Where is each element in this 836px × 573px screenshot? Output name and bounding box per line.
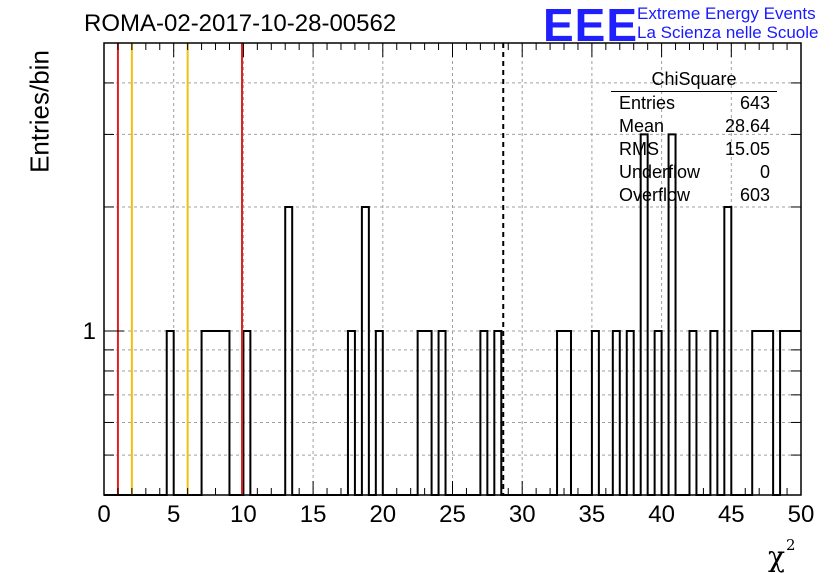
stats-label: Mean bbox=[619, 116, 665, 136]
x-tick-label: 5 bbox=[167, 501, 180, 528]
x-axis-label: χ2 bbox=[768, 536, 796, 573]
x-tick-label: 10 bbox=[230, 501, 257, 528]
x-axis-label-superscript: 2 bbox=[785, 536, 796, 554]
eee-logo: EEE bbox=[543, 0, 639, 51]
x-tick-label: 50 bbox=[788, 501, 815, 528]
x-tick-label: 20 bbox=[369, 501, 396, 528]
x-axis-label-symbol: χ bbox=[768, 540, 785, 573]
x-tick-label: 0 bbox=[97, 501, 110, 528]
stats-label: Entries bbox=[619, 93, 676, 113]
x-tick-label: 25 bbox=[439, 501, 466, 528]
x-tick-label: 40 bbox=[648, 501, 675, 528]
y-axis-label: Entries/bin bbox=[24, 50, 55, 173]
x-tick-label: 35 bbox=[579, 501, 606, 528]
stats-value: 643 bbox=[739, 93, 770, 113]
stats-box: ChiSquare Entries 643 Mean 28.64 RMS 15.05 … bbox=[611, 68, 777, 207]
stats-value: 15.05 bbox=[724, 139, 770, 159]
logo-line-2: La Scienza nelle Scuole bbox=[637, 23, 819, 42]
stats-row-rms: RMS 15.05 bbox=[611, 138, 777, 161]
stats-value: 0 bbox=[759, 162, 770, 182]
y-tick-label: 1 bbox=[83, 318, 96, 345]
stats-value: 603 bbox=[739, 185, 770, 205]
logo-line-1: Extreme Energy Events bbox=[637, 4, 816, 23]
stats-value: 28.64 bbox=[724, 116, 770, 136]
chart-title: ROMA-02-2017-10-28-00562 bbox=[84, 10, 397, 37]
x-tick-label: 30 bbox=[509, 501, 536, 528]
stats-row-overflow: Overflow 603 bbox=[611, 184, 777, 207]
stats-label: Overflow bbox=[619, 185, 691, 205]
stats-row-mean: Mean 28.64 bbox=[611, 115, 777, 138]
stats-label: Underflow bbox=[619, 162, 701, 182]
stats-row-entries: Entries 643 bbox=[611, 92, 777, 115]
x-tick-label: 45 bbox=[718, 501, 745, 528]
stats-row-underflow: Underflow 0 bbox=[611, 161, 777, 184]
stats-box-title: ChiSquare bbox=[611, 68, 777, 92]
plot-area bbox=[104, 43, 801, 495]
histogram-outline bbox=[104, 133, 801, 496]
stats-label: RMS bbox=[619, 139, 659, 159]
x-tick-label: 15 bbox=[300, 501, 327, 528]
